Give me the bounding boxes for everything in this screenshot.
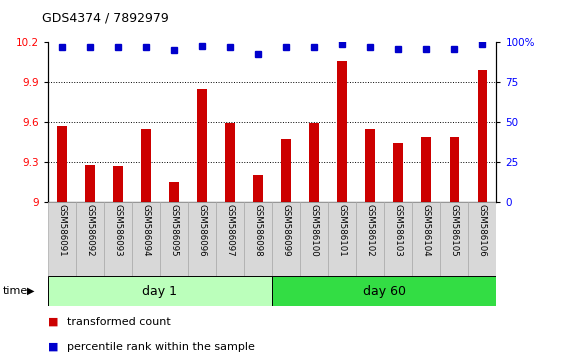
Bar [365,129,375,202]
Bar [337,61,347,202]
Bar [356,202,384,276]
Text: GSM586095: GSM586095 [169,204,178,257]
Bar [477,70,488,202]
Text: GSM586106: GSM586106 [478,204,487,257]
Bar [188,202,216,276]
Bar [393,143,403,202]
Bar [281,139,291,202]
Text: GSM586094: GSM586094 [141,204,150,257]
Text: GSM586100: GSM586100 [310,204,319,257]
Text: percentile rank within the sample: percentile rank within the sample [67,342,255,352]
Bar [244,202,272,276]
Bar [104,202,132,276]
Text: GSM586098: GSM586098 [254,204,263,257]
Bar [440,202,468,276]
Bar [253,175,263,202]
Text: GSM586102: GSM586102 [366,204,375,257]
Text: ▶: ▶ [27,286,35,296]
Text: GSM586099: GSM586099 [282,204,291,257]
Text: GSM586096: GSM586096 [197,204,206,257]
Bar [197,89,207,202]
Text: GSM586093: GSM586093 [113,204,122,257]
Bar [216,202,244,276]
Bar [309,124,319,202]
Text: GSM586097: GSM586097 [226,204,234,257]
Bar [468,202,496,276]
Text: ■: ■ [48,317,58,327]
Bar [412,202,440,276]
Text: GSM586105: GSM586105 [450,204,459,257]
Bar [225,124,235,202]
Bar [272,276,496,306]
Text: GDS4374 / 7892979: GDS4374 / 7892979 [42,12,169,25]
Bar [169,182,179,202]
Bar [272,202,300,276]
Text: transformed count: transformed count [67,317,171,327]
Bar [85,165,95,202]
Bar [132,202,160,276]
Text: GSM586101: GSM586101 [338,204,347,257]
Text: day 1: day 1 [142,285,177,298]
Bar [57,126,67,202]
Bar [160,202,188,276]
Bar [141,129,151,202]
Bar [76,202,104,276]
Bar [48,202,76,276]
Bar [421,137,431,202]
Bar [449,137,459,202]
Text: GSM586091: GSM586091 [57,204,66,257]
Bar [384,202,412,276]
Text: GSM586103: GSM586103 [394,204,403,257]
Text: GSM586092: GSM586092 [85,204,94,257]
Bar [48,276,272,306]
Text: GSM586104: GSM586104 [422,204,431,257]
Text: ■: ■ [48,342,58,352]
Text: time: time [3,286,28,296]
Text: day 60: day 60 [363,285,406,298]
Bar [113,166,123,202]
Bar [328,202,356,276]
Bar [300,202,328,276]
